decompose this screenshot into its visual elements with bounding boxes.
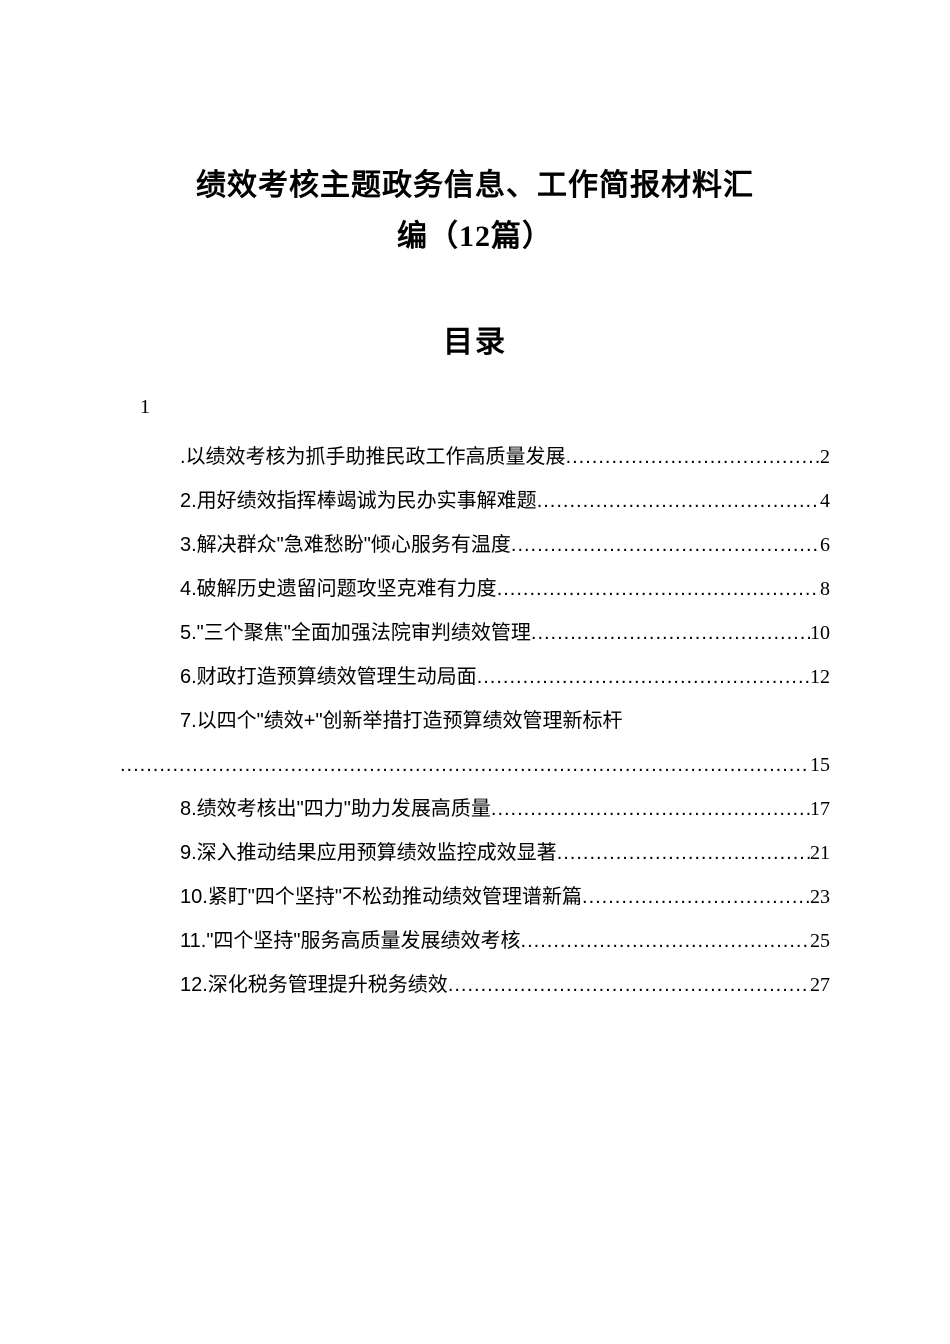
toc-entry-text: 10.紧盯"四个坚持"不松劲推动绩效管理谱新篇 bbox=[180, 875, 582, 919]
toc-entry-text: 3.解决群众"急难愁盼"倾心服务有温度 bbox=[180, 523, 511, 567]
toc-entry-page: 17 bbox=[810, 787, 830, 831]
toc-entry-text: 9.深入推动结果应用预算绩效监控成效显著 bbox=[180, 831, 557, 875]
toc-entry-10: 10.紧盯"四个坚持"不松劲推动绩效管理谱新篇 23 bbox=[120, 875, 830, 919]
toc-orphan-number: 1 bbox=[140, 396, 830, 419]
toc-entry-12: 12.深化税务管理提升税务绩效 27 bbox=[120, 963, 830, 1007]
toc-entry-text-line1: 7.以四个"绩效+"创新举措打造预算绩效管理新标杆 bbox=[120, 699, 830, 743]
title-line-2-prefix: 编（ bbox=[397, 220, 459, 253]
toc-leader bbox=[521, 919, 810, 963]
toc-entry-text: .以绩效考核为抓手助推民政工作高质量发展 bbox=[180, 435, 566, 479]
toc-leader bbox=[448, 963, 810, 1007]
toc-entry-11: 11."四个坚持"服务高质量发展绩效考核 25 bbox=[120, 919, 830, 963]
toc-entry-page: 4 bbox=[820, 479, 830, 523]
toc-entry-page: 8 bbox=[820, 567, 830, 611]
title-line-2: 编（12篇） bbox=[120, 211, 830, 262]
toc-leader bbox=[537, 479, 820, 523]
title-line-2-suffix: 篇） bbox=[491, 220, 553, 253]
toc-entry-page: 25 bbox=[810, 919, 830, 963]
toc-list: .以绩效考核为抓手助推民政工作高质量发展 2 2.用好绩效指挥棒竭诚为民办实事解… bbox=[120, 435, 830, 1007]
toc-entry-1: .以绩效考核为抓手助推民政工作高质量发展 2 bbox=[120, 435, 830, 479]
toc-leader bbox=[497, 567, 820, 611]
toc-leader bbox=[566, 435, 820, 479]
toc-entry-text: 4.破解历史遗留问题攻坚克难有力度 bbox=[180, 567, 497, 611]
toc-entry-3: 3.解决群众"急难愁盼"倾心服务有温度 6 bbox=[120, 523, 830, 567]
toc-leader bbox=[491, 787, 810, 831]
toc-leader bbox=[120, 743, 810, 787]
toc-entry-text: 8.绩效考核出"四力"助力发展高质量 bbox=[180, 787, 491, 831]
toc-entry-4: 4.破解历史遗留问题攻坚克难有力度 8 bbox=[120, 567, 830, 611]
toc-entry-page: 23 bbox=[810, 875, 830, 919]
title-line-1: 绩效考核主题政务信息、工作简报材料汇 bbox=[120, 160, 830, 211]
toc-entry-9: 9.深入推动结果应用预算绩效监控成效显著 21 bbox=[120, 831, 830, 875]
toc-entry-page: 10 bbox=[810, 611, 830, 655]
toc-entry-text: 11."四个坚持"服务高质量发展绩效考核 bbox=[180, 919, 521, 963]
toc-entry-page: 27 bbox=[810, 963, 830, 1007]
toc-entry-page: 21 bbox=[810, 831, 830, 875]
toc-entry-page: 12 bbox=[810, 655, 830, 699]
toc-entry-5: 5."三个聚焦"全面加强法院审判绩效管理 10 bbox=[120, 611, 830, 655]
toc-entry-text: 6.财政打造预算绩效管理生动局面 bbox=[180, 655, 477, 699]
toc-entry-text: 12.深化税务管理提升税务绩效 bbox=[180, 963, 448, 1007]
title-count-number: 12 bbox=[459, 220, 491, 253]
toc-leader bbox=[477, 655, 810, 699]
toc-leader bbox=[511, 523, 820, 567]
document-title: 绩效考核主题政务信息、工作简报材料汇 编（12篇） bbox=[120, 160, 830, 262]
toc-entry-8: 8.绩效考核出"四力"助力发展高质量 17 bbox=[120, 787, 830, 831]
toc-entry-7: 7.以四个"绩效+"创新举措打造预算绩效管理新标杆 15 bbox=[120, 699, 830, 787]
toc-entry-6: 6.财政打造预算绩效管理生动局面 12 bbox=[120, 655, 830, 699]
toc-entry-page: 6 bbox=[820, 523, 830, 567]
toc-leader bbox=[582, 875, 810, 919]
toc-entry-text: 2.用好绩效指挥棒竭诚为民办实事解难题 bbox=[180, 479, 537, 523]
toc-heading: 目录 bbox=[120, 317, 830, 361]
toc-entry-page: 15 bbox=[810, 743, 830, 787]
toc-entry-text: 5."三个聚焦"全面加强法院审判绩效管理 bbox=[180, 611, 531, 655]
toc-leader bbox=[557, 831, 810, 875]
toc-entry-2: 2.用好绩效指挥棒竭诚为民办实事解难题 4 bbox=[120, 479, 830, 523]
toc-entry-page: 2 bbox=[820, 435, 830, 479]
toc-leader bbox=[531, 611, 810, 655]
